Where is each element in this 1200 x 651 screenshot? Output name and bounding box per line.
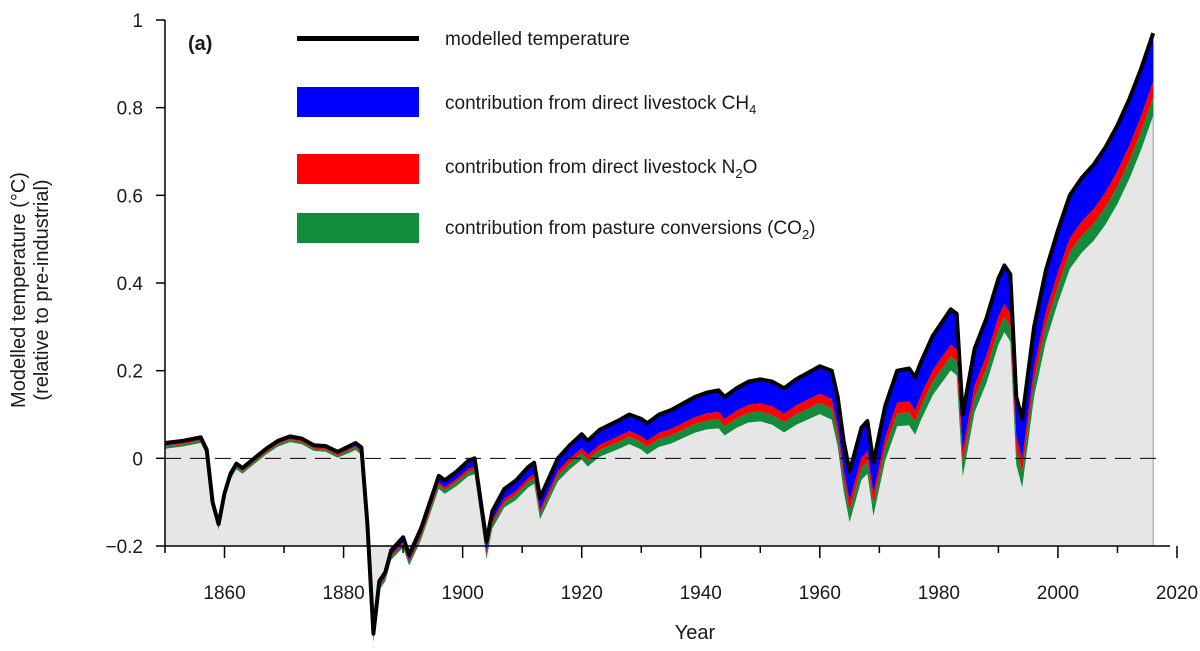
legend-label-n2o-main: contribution from direct livestock N [445, 157, 735, 178]
legend-label-n2o-sub: 2 [735, 166, 742, 181]
y-tick-label: 0.8 [117, 99, 143, 120]
y-axis-title-line2: (relative to pre-industrial) [31, 179, 53, 400]
y-tick-label: 0.4 [117, 274, 144, 295]
legend-label-co2-main: contribution from pasture conversions (C… [445, 218, 802, 239]
legend-swatch-n2o [297, 154, 419, 184]
y-tick-label: 0.2 [117, 362, 143, 383]
legend-swatch-co2 [297, 213, 419, 243]
x-axis-title: Year [675, 622, 716, 644]
x-tick-label: 1980 [918, 583, 960, 604]
n2o-contribution-band [165, 81, 1154, 640]
x-tick-label: 1880 [322, 583, 364, 604]
ch4-contribution-band [165, 33, 1154, 638]
plot-area [164, 32, 1165, 642]
legend-label-n2o-suffix: O [743, 157, 758, 178]
y-axis-title-line1: Modelled temperature (°C) [8, 172, 30, 408]
x-tick-label: 2000 [1037, 583, 1079, 604]
x-tick-label: 1900 [442, 583, 484, 604]
legend-label-temperature: modelled temperature [445, 29, 630, 50]
legend-label-ch4-main: contribution from direct livestock CH [445, 93, 749, 114]
modelled-temperature-line [164, 32, 1156, 636]
legend-label-n2o: contribution from direct livestock N2O [445, 157, 757, 181]
x-tick-label: 1860 [203, 583, 245, 604]
y-tick-label: 0.6 [117, 186, 143, 207]
residual-area [165, 115, 1154, 642]
co2-contribution-band [165, 97, 1154, 642]
legend-swatch-temperature [297, 36, 419, 41]
y-tick-label: 1 [132, 11, 143, 32]
x-tick-label: 1920 [561, 583, 603, 604]
x-tick-label: 1960 [799, 583, 841, 604]
legend: modelled temperature contribution from d… [297, 29, 816, 243]
y-tick-label: 0 [132, 449, 143, 470]
y-tick-label: −0.2 [105, 537, 143, 558]
x-axis-ticks: 1860 1880 1900 1920 1940 1960 1980 2000 2020 [164, 546, 1198, 604]
y-axis-ticks: −0.2 0 0.2 0.4 0.6 0.8 1 [105, 11, 165, 558]
legend-label-ch4: contribution from direct livestock CH4 [445, 93, 756, 117]
legend-label-co2-suffix: ) [809, 218, 815, 239]
x-tick-label: 1940 [680, 583, 722, 604]
legend-label-co2: contribution from pasture conversions (C… [445, 218, 816, 242]
panel-label: (a) [188, 33, 212, 55]
legend-label-ch4-sub: 4 [749, 102, 756, 117]
legend-label-co2-sub: 2 [802, 227, 809, 242]
x-tick-label: 2020 [1156, 583, 1198, 604]
legend-swatch-ch4 [297, 87, 419, 117]
